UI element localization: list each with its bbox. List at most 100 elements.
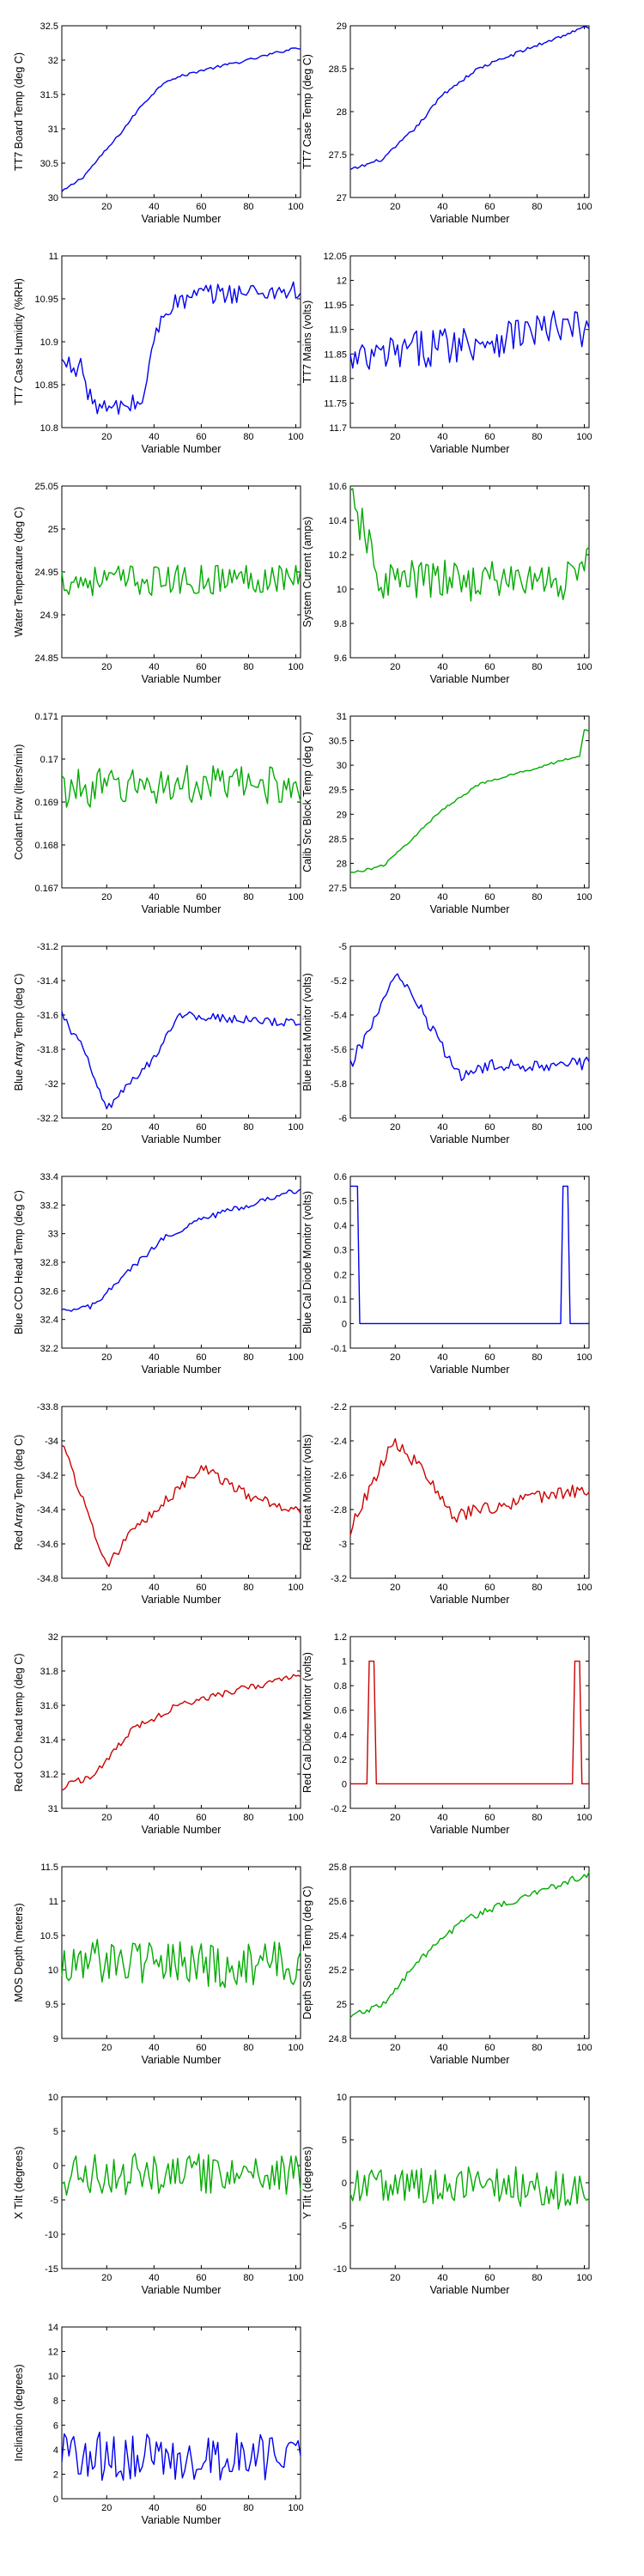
y-tick-label: 10 bbox=[48, 1965, 58, 1976]
y-tick-label: 4 bbox=[53, 2445, 58, 2456]
y-axis-label: Coolant Flow (liters/min) bbox=[13, 744, 25, 860]
y-tick-label: -31.6 bbox=[37, 1011, 58, 1021]
y-tick-label: 1 bbox=[342, 1657, 347, 1668]
y-tick-label: 32.8 bbox=[40, 1258, 58, 1268]
y-tick-label: 10.4 bbox=[329, 516, 347, 526]
x-tick-label: 60 bbox=[484, 1352, 495, 1363]
x-tick-label: 40 bbox=[437, 1583, 447, 1593]
series-line bbox=[61, 2431, 301, 2482]
plot-frame bbox=[349, 1636, 590, 1809]
y-tick-label: -34.4 bbox=[37, 1505, 58, 1516]
chart-panel-3: 10.8 10.85 10.9 10.95 11 20 40 60 80 100 Variable … bbox=[13, 252, 304, 455]
plot-frame bbox=[61, 2326, 301, 2500]
x-tick-label: 80 bbox=[243, 1352, 253, 1363]
plot-frame bbox=[61, 25, 301, 198]
x-tick-label: 60 bbox=[484, 2273, 495, 2283]
y-axis-label: Blue CCD Head Temp (deg C) bbox=[13, 1190, 25, 1334]
y-tick-label: 12.05 bbox=[323, 252, 347, 262]
x-tick-label: 40 bbox=[149, 1122, 159, 1133]
series-line bbox=[349, 973, 590, 1082]
y-tick-label: 32.6 bbox=[40, 1286, 58, 1297]
y-tick-label: 33 bbox=[48, 1230, 58, 1240]
x-tick-label: 100 bbox=[576, 892, 592, 902]
x-tick-label: 40 bbox=[437, 662, 447, 672]
y-axis-label: TT7 Case Temp (deg C) bbox=[301, 54, 313, 169]
x-tick-label: 80 bbox=[243, 1813, 253, 1823]
x-axis-label: Variable Number bbox=[430, 1594, 510, 1606]
x-axis-label: Variable Number bbox=[430, 443, 510, 455]
y-tick-label: 14 bbox=[48, 2323, 58, 2333]
y-tick-label: 32 bbox=[48, 1632, 58, 1643]
x-tick-label: 40 bbox=[437, 1122, 447, 1133]
plot-frame bbox=[61, 715, 301, 889]
x-axis-label: Variable Number bbox=[430, 213, 510, 225]
y-tick-label: -33.8 bbox=[37, 1402, 58, 1413]
x-tick-label: 40 bbox=[149, 662, 159, 672]
y-tick-label: -0.1 bbox=[331, 1344, 347, 1354]
y-tick-label: -3.2 bbox=[331, 1574, 347, 1584]
chart-panel-18: 24.8 25 25.2 25.4 25.6 25.8 20 40 60 80 100 Variabl… bbox=[301, 1862, 592, 2066]
x-axis-label: Variable Number bbox=[430, 1364, 510, 1376]
y-tick-label: 32 bbox=[48, 56, 58, 66]
y-axis-label: Blue Cal Diode Monitor (volts) bbox=[301, 1191, 313, 1334]
x-tick-label: 80 bbox=[243, 202, 253, 212]
y-tick-label: 0.4 bbox=[334, 1221, 347, 1231]
y-tick-label: 5 bbox=[53, 2127, 58, 2137]
x-tick-label: 100 bbox=[288, 1122, 303, 1133]
x-tick-label: 100 bbox=[576, 2043, 592, 2053]
x-tick-label: 60 bbox=[196, 892, 206, 902]
y-tick-label: 2 bbox=[53, 2470, 58, 2480]
x-axis-label: Variable Number bbox=[430, 2284, 510, 2296]
x-tick-label: 60 bbox=[196, 1583, 206, 1593]
y-tick-label: -31.4 bbox=[37, 976, 58, 987]
chart-panel-17: 9 9.5 10 10.5 11 11.5 20 40 60 80 100 Variable Numb… bbox=[13, 1862, 304, 2066]
x-tick-label: 80 bbox=[532, 2043, 542, 2053]
x-tick-label: 80 bbox=[243, 432, 253, 442]
y-tick-label: 11 bbox=[49, 1897, 58, 1907]
plot-frame bbox=[349, 1176, 590, 1349]
x-axis-label: Variable Number bbox=[430, 1133, 510, 1145]
y-tick-label: -6 bbox=[338, 1114, 347, 1124]
x-axis-label: Variable Number bbox=[142, 903, 222, 915]
chart-panel-11: 32.2 32.4 32.6 32.8 33 33.2 33.4 20 40 60 80 100 Var… bbox=[13, 1172, 304, 1376]
chart-panel-1: 30 30.5 31 31.5 32 32.5 20 40 60 80 100 Variable Nu… bbox=[13, 21, 304, 225]
y-axis-label: Red Heat Monitor (volts) bbox=[301, 1434, 313, 1550]
y-tick-label: 0.3 bbox=[334, 1246, 347, 1256]
series-line bbox=[61, 281, 301, 415]
x-tick-label: 80 bbox=[243, 2273, 253, 2283]
x-tick-label: 40 bbox=[149, 432, 159, 442]
y-tick-label: 30.5 bbox=[40, 159, 58, 169]
y-tick-label: 10 bbox=[48, 2372, 58, 2382]
y-tick-label: 27.5 bbox=[329, 884, 347, 894]
y-tick-label: 11.5 bbox=[40, 1862, 58, 1873]
y-tick-label: 0.2 bbox=[334, 1270, 347, 1280]
y-tick-label: -34 bbox=[45, 1437, 58, 1447]
x-tick-label: 20 bbox=[390, 2273, 400, 2283]
x-axis-label: Variable Number bbox=[142, 2284, 222, 2296]
y-tick-label: 11.75 bbox=[324, 398, 347, 409]
x-axis-label: Variable Number bbox=[142, 213, 222, 225]
x-tick-label: 20 bbox=[390, 2043, 400, 2053]
y-tick-label: 31 bbox=[48, 125, 58, 135]
series-line bbox=[61, 1938, 301, 1989]
series-line bbox=[61, 1011, 301, 1110]
y-tick-label: -31.2 bbox=[37, 942, 58, 952]
y-tick-label: -5 bbox=[338, 2221, 347, 2232]
x-tick-label: 80 bbox=[532, 1122, 542, 1133]
x-tick-label: 20 bbox=[390, 662, 400, 672]
y-tick-label: 6 bbox=[53, 2421, 58, 2431]
x-tick-label: 100 bbox=[576, 1352, 592, 1363]
x-tick-label: 60 bbox=[196, 2273, 206, 2283]
y-tick-label: 0.6 bbox=[334, 1706, 347, 1716]
y-tick-label: 9.8 bbox=[334, 619, 347, 629]
y-axis-label: X Tilt (degrees) bbox=[13, 2147, 25, 2220]
chart-panel-14: -3.2 -3 -2.8 -2.6 -2.4 -2.2 20 40 60 80 100 Variabl… bbox=[301, 1402, 592, 1606]
y-tick-label: 0.168 bbox=[34, 841, 58, 851]
x-tick-label: 80 bbox=[243, 1583, 253, 1593]
x-tick-label: 40 bbox=[437, 1813, 447, 1823]
x-tick-label: 20 bbox=[390, 1352, 400, 1363]
y-tick-label: 24.85 bbox=[34, 653, 58, 664]
x-tick-label: 20 bbox=[101, 662, 112, 672]
y-tick-label: 0 bbox=[342, 1319, 347, 1329]
